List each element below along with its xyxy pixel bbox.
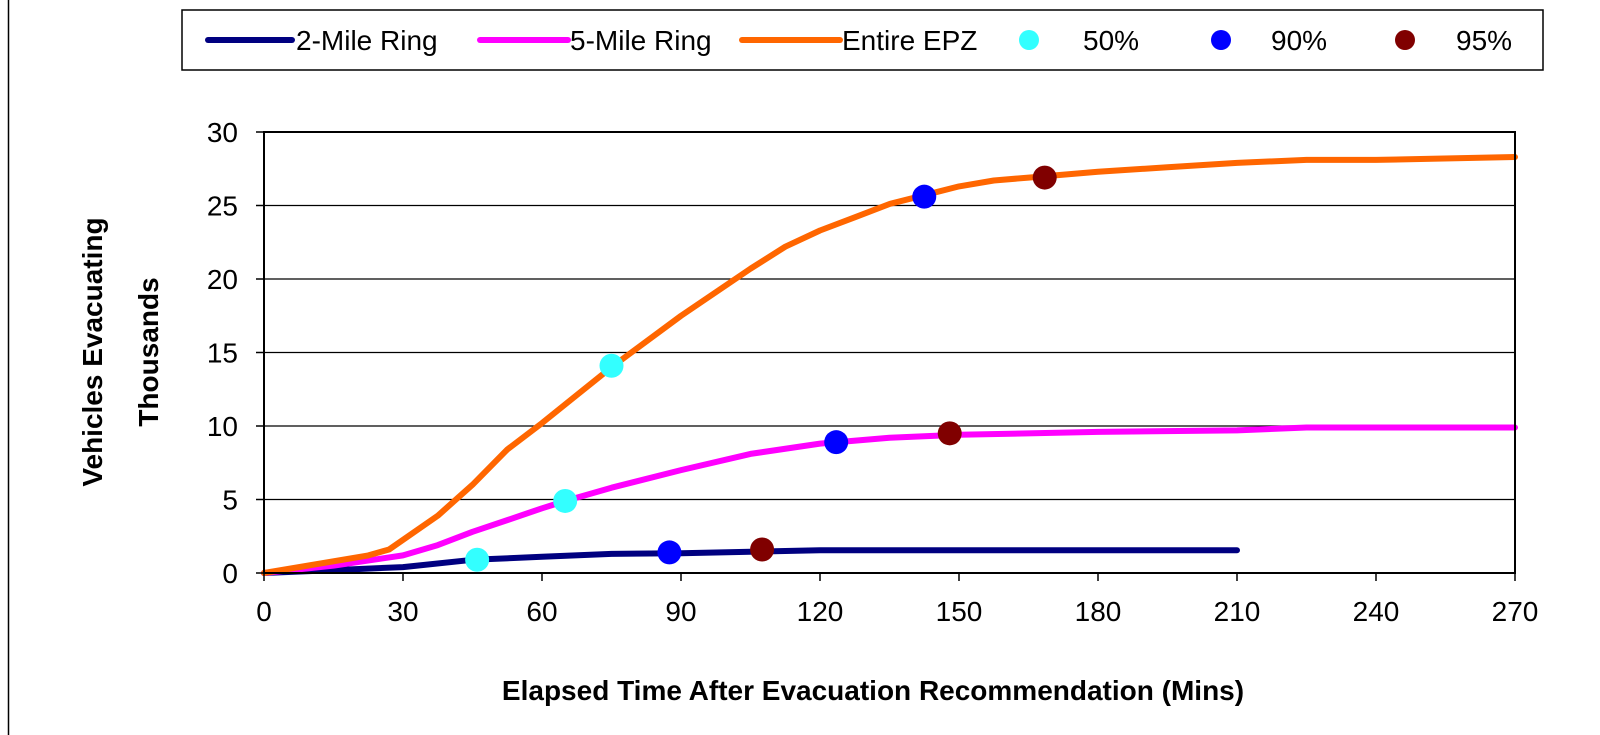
legend-box <box>181 9 1544 71</box>
x-tick-label: 150 <box>936 596 983 627</box>
series-lines <box>261 154 1518 576</box>
marker-90-0 <box>657 540 682 565</box>
legend-label-2-mile-ring: 2-Mile Ring <box>296 25 438 56</box>
x-tick-label: 270 <box>1492 596 1539 627</box>
series-markers <box>465 165 1057 572</box>
marker-90-2 <box>912 184 937 209</box>
legend-swatch-50 <box>1019 30 1039 50</box>
x-tick-label: 210 <box>1214 596 1261 627</box>
marker-95-1 <box>937 421 962 446</box>
marker-90-1 <box>824 430 849 455</box>
x-tick-label: 90 <box>665 596 696 627</box>
y-tick-label: 25 <box>207 191 238 222</box>
x-axis-title: Elapsed Time After Evacuation Recommenda… <box>502 675 1244 706</box>
plot-area <box>261 131 1518 576</box>
y-tick-label: 10 <box>207 411 238 442</box>
x-tick-label: 180 <box>1075 596 1122 627</box>
y-axis-ticks: 0 5 10 15 20 25 30 <box>207 117 264 589</box>
marker-50-0 <box>465 547 490 572</box>
series-line-2-mile-ring <box>261 547 1240 576</box>
gridlines <box>264 204 1515 501</box>
series-line-entire-epz <box>261 154 1518 576</box>
x-tick-label: 240 <box>1353 596 1400 627</box>
y-tick-label: 30 <box>207 117 238 148</box>
y-tick-label: 5 <box>222 485 238 516</box>
marker-95-0 <box>750 537 775 562</box>
x-tick-label: 30 <box>387 596 418 627</box>
marker-50-2 <box>599 353 624 378</box>
x-tick-label: 60 <box>526 596 557 627</box>
legend-swatch-95 <box>1395 30 1415 50</box>
y-axis-title-line2: Thousands <box>133 277 164 426</box>
legend-label-50: 50% <box>1083 25 1139 56</box>
legend-label-90: 90% <box>1271 25 1327 56</box>
x-axis-ticks: 0 30 60 90 120 150 180 210 240 270 <box>256 573 1538 627</box>
x-tick-label: 0 <box>256 596 272 627</box>
legend-items: 2-Mile Ring 5-Mile Ring Entire EPZ 50% 90% 95… <box>205 25 1512 56</box>
y-tick-label: 20 <box>207 264 238 295</box>
series-line-5-mile-ring <box>261 424 1518 576</box>
legend-label-95: 95% <box>1456 25 1512 56</box>
x-tick-label: 120 <box>797 596 844 627</box>
y-tick-label: 15 <box>207 338 238 369</box>
legend-swatch-90 <box>1211 30 1231 50</box>
y-tick-label: 0 <box>222 558 238 589</box>
marker-95-2 <box>1032 165 1057 190</box>
legend-label-5-mile-ring: 5-Mile Ring <box>570 25 712 56</box>
legend-label-entire-epz: Entire EPZ <box>842 25 977 56</box>
legend: 2-Mile Ring 5-Mile Ring Entire EPZ 50% 90% 95… <box>181 9 1544 71</box>
y-axis-title-line1: Vehicles Evacuating <box>77 217 108 486</box>
marker-50-1 <box>553 488 578 513</box>
